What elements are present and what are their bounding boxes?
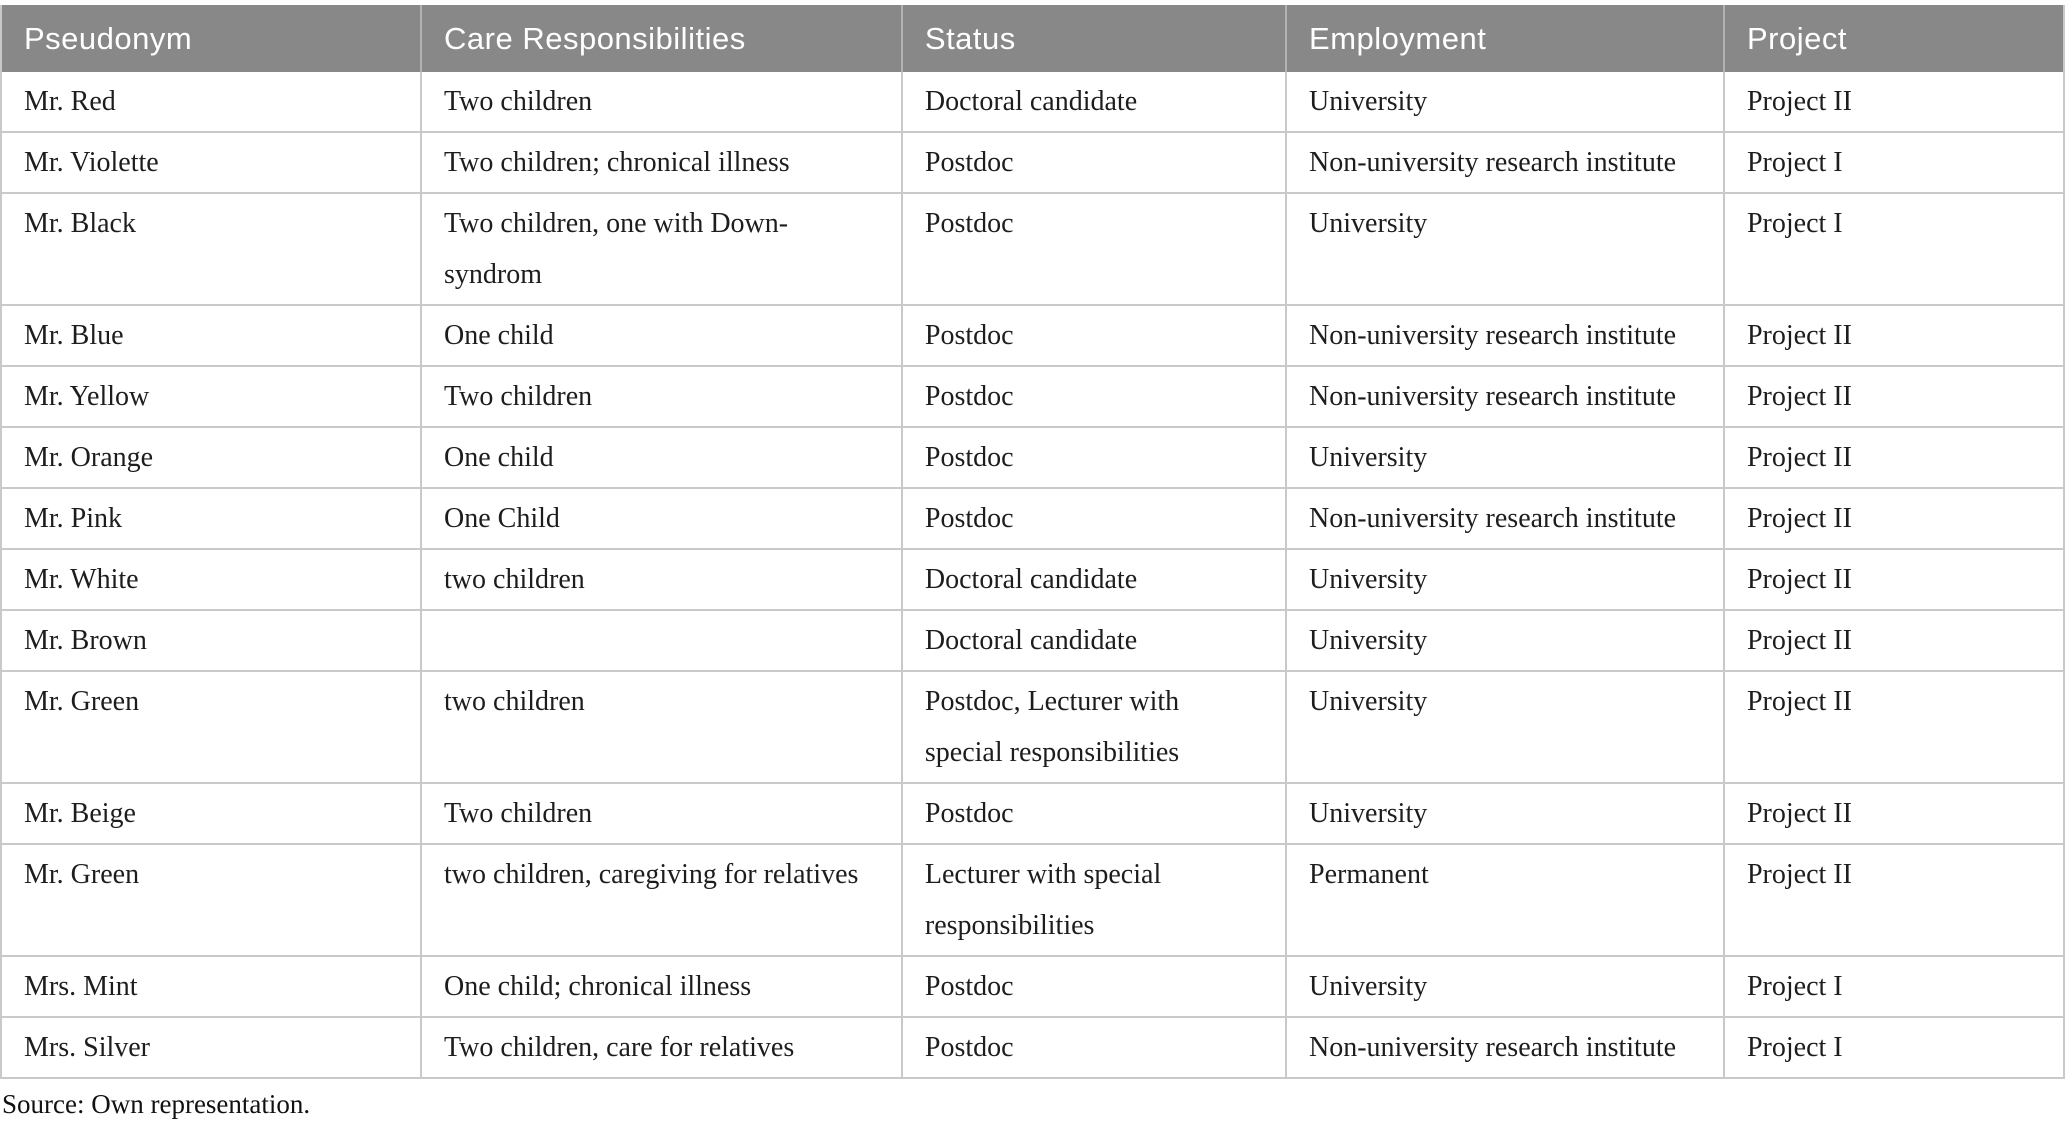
cell-status: Postdoc <box>900 132 1287 194</box>
cell-employment: Non-university research institute <box>1285 366 1724 428</box>
cell-status: Postdoc <box>900 956 1287 1018</box>
cell-status: Doctoral candidate <box>900 610 1287 672</box>
table-row: Mr. Green two children, caregiving for r… <box>1 844 2064 957</box>
source-note: Source: Own representation. <box>2 1089 311 1119</box>
cell-status: Postdoc <box>900 488 1287 550</box>
cell-employment: University <box>1285 549 1724 611</box>
cell-pseudonym: Mr. Blue <box>1 305 422 367</box>
header-row: Pseudonym Care Responsibilities Status E… <box>1 5 2064 72</box>
cell-employment: University <box>1285 956 1724 1018</box>
cell-employment: University <box>1285 610 1724 672</box>
table-row: Mr. Green two children Postdoc, Lecturer… <box>1 671 2064 784</box>
cell-care: Two children; chronical illness <box>420 132 902 194</box>
cell-status: Postdoc <box>900 1017 1287 1079</box>
table-row: Mr. Black Two children, one with Down-sy… <box>1 193 2064 306</box>
cell-pseudonym: Mr. Orange <box>1 427 422 489</box>
cell-project: Project II <box>1722 844 2064 957</box>
cell-pseudonym: Mr. Pink <box>1 488 422 550</box>
cell-pseudonym: Mr. Green <box>1 844 422 957</box>
cell-employment: Permanent <box>1285 844 1724 957</box>
cell-care: Two children <box>420 366 902 428</box>
cell-pseudonym: Mr. Violette <box>1 132 422 194</box>
cell-status: Postdoc <box>900 366 1287 428</box>
cell-project: Project II <box>1722 366 2064 428</box>
participants-table: Pseudonym Care Responsibilities Status E… <box>0 5 2065 1079</box>
cell-pseudonym: Mrs. Mint <box>1 956 422 1018</box>
cell-employment: Non-university research institute <box>1285 305 1724 367</box>
cell-project: Project I <box>1722 193 2064 306</box>
cell-employment: University <box>1285 72 1724 133</box>
cell-care: Two children, care for relatives <box>420 1017 902 1079</box>
cell-care: two children, caregiving for relatives <box>420 844 902 957</box>
cell-project: Project II <box>1722 549 2064 611</box>
cell-pseudonym: Mrs. Silver <box>1 1017 422 1079</box>
cell-project: Project II <box>1722 305 2064 367</box>
cell-project: Project II <box>1722 488 2064 550</box>
cell-care: One child <box>420 427 902 489</box>
cell-status: Doctoral candidate <box>900 549 1287 611</box>
cell-project: Project II <box>1722 783 2064 845</box>
table-row: Mr. Yellow Two children Postdoc Non-univ… <box>1 366 2064 428</box>
column-header-employment: Employment <box>1285 5 1724 72</box>
cell-employment: University <box>1285 193 1724 306</box>
cell-care: Two children <box>420 72 902 133</box>
cell-employment: University <box>1285 671 1724 784</box>
cell-status: Lecturer with special responsibilities <box>900 844 1287 957</box>
table-body: Mr. Red Two children Doctoral candidate … <box>1 72 2064 1079</box>
table-row: Mr. Orange One child Postdoc University … <box>1 427 2064 489</box>
cell-care: One child <box>420 305 902 367</box>
cell-status: Postdoc <box>900 193 1287 306</box>
cell-care: Two children, one with Down-syndrom <box>420 193 902 306</box>
cell-care: Two children <box>420 783 902 845</box>
cell-pseudonym: Mr. White <box>1 549 422 611</box>
column-header-project: Project <box>1722 5 2064 72</box>
table-header: Pseudonym Care Responsibilities Status E… <box>1 5 2064 72</box>
cell-status: Postdoc, Lecturer with special responsib… <box>900 671 1287 784</box>
column-header-pseudonym: Pseudonym <box>1 5 422 72</box>
cell-employment: University <box>1285 783 1724 845</box>
cell-employment: University <box>1285 427 1724 489</box>
cell-care: two children <box>420 671 902 784</box>
cell-status: Doctoral candidate <box>900 72 1287 133</box>
cell-project: Project I <box>1722 956 2064 1018</box>
column-header-care-responsibilities: Care Responsibilities <box>420 5 902 72</box>
cell-pseudonym: Mr. Green <box>1 671 422 784</box>
table-row: Mr. Violette Two children; chronical ill… <box>1 132 2064 194</box>
table-row: Mr. White two children Doctoral candidat… <box>1 549 2064 611</box>
cell-status: Postdoc <box>900 783 1287 845</box>
cell-project: Project II <box>1722 610 2064 672</box>
table-row: Mr. Pink One Child Postdoc Non-universit… <box>1 488 2064 550</box>
table-row: Mrs. Mint One child; chronical illness P… <box>1 956 2064 1018</box>
table-row: Mr. Brown Doctoral candidate University … <box>1 610 2064 672</box>
table-row: Mr. Red Two children Doctoral candidate … <box>1 72 2064 133</box>
cell-project: Project II <box>1722 427 2064 489</box>
cell-status: Postdoc <box>900 427 1287 489</box>
column-header-status: Status <box>900 5 1287 72</box>
cell-pseudonym: Mr. Black <box>1 193 422 306</box>
cell-pseudonym: Mr. Brown <box>1 610 422 672</box>
cell-care: two children <box>420 549 902 611</box>
cell-status: Postdoc <box>900 305 1287 367</box>
cell-project: Project I <box>1722 1017 2064 1079</box>
cell-project: Project II <box>1722 671 2064 784</box>
cell-employment: Non-university research institute <box>1285 1017 1724 1079</box>
cell-care: One Child <box>420 488 902 550</box>
cell-project: Project I <box>1722 132 2064 194</box>
cell-pseudonym: Mr. Beige <box>1 783 422 845</box>
cell-care: One child; chronical illness <box>420 956 902 1018</box>
cell-employment: Non-university research institute <box>1285 132 1724 194</box>
cell-pseudonym: Mr. Yellow <box>1 366 422 428</box>
cell-care <box>420 610 902 672</box>
table-row: Mrs. Silver Two children, care for relat… <box>1 1017 2064 1079</box>
cell-project: Project II <box>1722 72 2064 133</box>
cell-pseudonym: Mr. Red <box>1 72 422 133</box>
table-row: Mr. Beige Two children Postdoc Universit… <box>1 783 2064 845</box>
table-row: Mr. Blue One child Postdoc Non-universit… <box>1 305 2064 367</box>
cell-employment: Non-university research institute <box>1285 488 1724 550</box>
